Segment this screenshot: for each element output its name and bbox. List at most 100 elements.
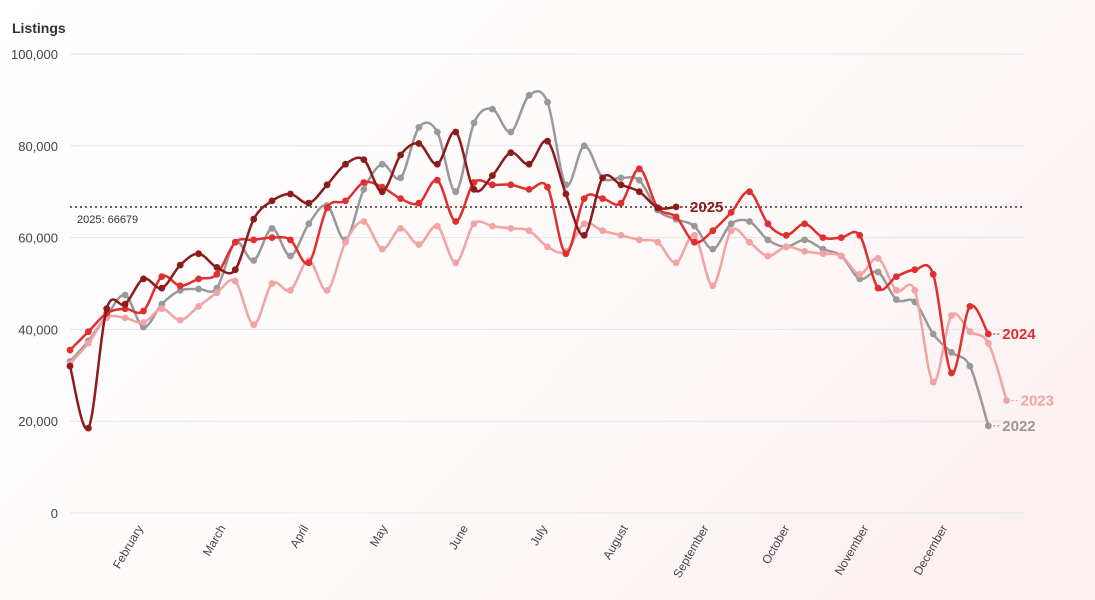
- data-point: [544, 137, 551, 145]
- x-tick-label: August: [600, 522, 631, 562]
- data-point: [984, 339, 992, 347]
- data-point: [507, 225, 515, 232]
- data-point: [378, 188, 386, 196]
- data-point: [176, 261, 184, 269]
- data-point: [231, 238, 239, 246]
- data-point: [268, 234, 276, 242]
- data-point: [250, 321, 258, 329]
- data-point: [360, 186, 368, 193]
- data-point: [948, 369, 955, 377]
- y-tick-label: 80,000: [18, 139, 58, 154]
- data-point: [121, 300, 129, 308]
- data-point: [856, 270, 864, 278]
- data-point: [342, 197, 349, 205]
- data-point: [323, 181, 331, 189]
- x-tick-label: December: [911, 523, 951, 578]
- data-point: [158, 284, 166, 292]
- x-tick-label: June: [446, 522, 471, 552]
- data-point: [231, 277, 239, 285]
- x-tick-label: May: [367, 522, 390, 549]
- data-point: [672, 203, 680, 211]
- data-point: [121, 291, 129, 299]
- data-point: [782, 231, 790, 239]
- data-point: [746, 218, 753, 225]
- data-point: [213, 264, 221, 271]
- data-point: [580, 220, 588, 228]
- data-point: [85, 328, 92, 336]
- data-point: [580, 142, 588, 150]
- data-point: [433, 222, 441, 230]
- data-point: [599, 227, 606, 235]
- data-point: [599, 195, 606, 203]
- data-point: [672, 259, 680, 267]
- data-point: [801, 236, 808, 244]
- data-point: [415, 124, 423, 131]
- data-point: [874, 268, 882, 276]
- y-tick-label: 60,000: [18, 231, 58, 246]
- data-point: [709, 245, 717, 253]
- data-point: [103, 305, 111, 313]
- y-tick-label: 20,000: [18, 414, 58, 429]
- data-point: [801, 248, 808, 255]
- end-label-2022: 2022: [1002, 418, 1035, 435]
- data-point: [195, 285, 203, 293]
- data-point: [470, 119, 478, 127]
- data-point: [287, 252, 294, 260]
- data-point: [213, 270, 221, 278]
- data-point: [635, 165, 643, 173]
- data-point: [782, 243, 790, 251]
- data-point: [452, 259, 460, 267]
- data-point: [929, 270, 937, 278]
- x-tick-label: April: [287, 523, 311, 551]
- x-tick-label: November: [832, 523, 872, 578]
- data-point: [415, 140, 423, 147]
- data-point: [617, 174, 625, 182]
- x-tick-label: October: [759, 522, 792, 566]
- data-point: [250, 215, 258, 223]
- data-point: [948, 349, 955, 356]
- data-point: [140, 307, 147, 315]
- data-point: [727, 209, 735, 216]
- data-point: [360, 218, 368, 225]
- data-point: [507, 128, 515, 136]
- data-point: [856, 231, 864, 239]
- series-line-2024: [69, 167, 990, 375]
- data-point: [984, 330, 992, 338]
- data-point: [397, 225, 404, 232]
- data-point: [323, 204, 331, 212]
- y-tick-label: 40,000: [18, 322, 58, 337]
- data-point: [66, 362, 74, 370]
- data-point: [489, 105, 496, 113]
- data-point: [525, 227, 533, 235]
- data-point: [342, 160, 349, 168]
- data-point: [360, 179, 368, 186]
- end-label-2024: 2024: [1002, 326, 1036, 343]
- data-point: [929, 378, 937, 386]
- end-label-2023: 2023: [1021, 393, 1054, 410]
- data-point: [801, 220, 808, 228]
- data-point: [397, 174, 404, 182]
- data-point: [489, 172, 496, 180]
- data-point: [893, 296, 900, 303]
- data-point: [525, 91, 533, 99]
- data-point: [470, 220, 478, 228]
- data-point: [727, 220, 735, 228]
- data-point: [654, 238, 662, 246]
- data-point: [305, 220, 313, 228]
- data-point: [268, 280, 276, 287]
- data-point: [654, 204, 662, 212]
- end-label-2025: 2025: [690, 199, 723, 216]
- data-point: [195, 303, 203, 310]
- data-point: [470, 186, 478, 193]
- data-point: [562, 190, 570, 198]
- data-point: [893, 273, 900, 280]
- data-point: [544, 243, 551, 251]
- data-point: [544, 183, 551, 191]
- series-lines: [66, 90, 1010, 432]
- x-tick-label: February: [110, 523, 146, 572]
- data-point: [195, 275, 203, 283]
- data-point: [709, 227, 717, 235]
- data-point: [691, 231, 698, 239]
- data-point: [709, 282, 717, 290]
